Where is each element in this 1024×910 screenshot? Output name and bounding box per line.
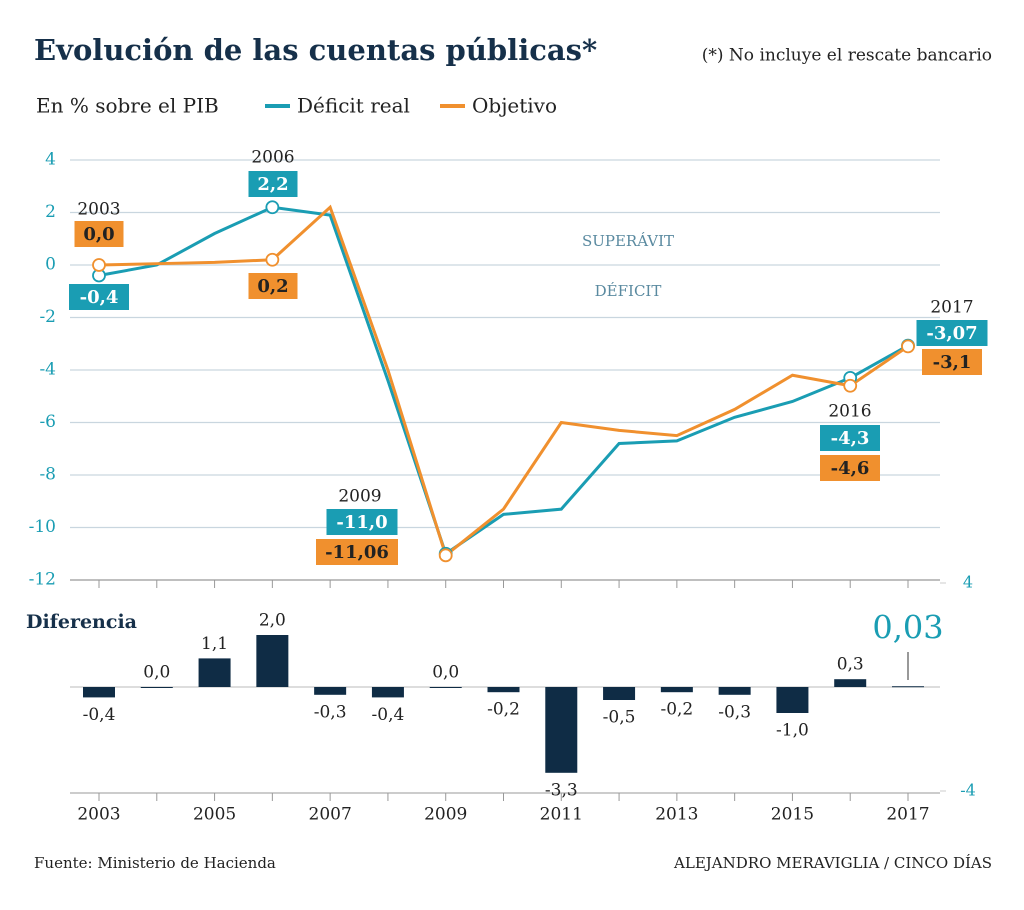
x-tick-label: 2007 xyxy=(309,805,352,825)
value-label: -0,3 xyxy=(718,702,751,722)
y-tick-label: -2 xyxy=(39,307,56,327)
point-marker xyxy=(265,200,280,215)
x-tick-label: 2015 xyxy=(771,805,814,825)
value-label: -4,6 xyxy=(831,458,870,479)
callout-year: 2003 xyxy=(77,200,120,220)
value-label: 0,0 xyxy=(432,663,459,683)
point-marker xyxy=(901,339,915,354)
chart-title: Evolución de las cuentas públicas* xyxy=(34,33,597,67)
bar xyxy=(718,687,751,695)
callout-box xyxy=(69,284,129,310)
bar xyxy=(140,687,173,688)
y-tick-label: -10 xyxy=(29,517,56,537)
bar xyxy=(834,679,867,687)
value-label: -11,06 xyxy=(325,542,389,563)
value-label: -3,1 xyxy=(933,352,972,373)
legend-label: Objetivo xyxy=(472,94,557,118)
value-label: 0,2 xyxy=(257,276,288,297)
callout-box xyxy=(326,509,398,535)
bar xyxy=(776,687,809,713)
value-label: 2,2 xyxy=(257,174,288,195)
bar-chart-title: Diferencia xyxy=(26,611,137,633)
value-label: -3,3 xyxy=(545,780,578,800)
x-tick-label: 2013 xyxy=(655,805,698,825)
y-tick-label: -4 xyxy=(960,781,976,800)
value-label: -0,5 xyxy=(603,708,636,728)
note: (*) No incluye el rescate bancario xyxy=(702,46,992,66)
value-label: -0,4 xyxy=(83,705,116,725)
value-label: -0,2 xyxy=(660,700,693,720)
credit: ALEJANDRO MERAVIGLIA / CINCO DÍAS xyxy=(673,854,992,872)
value-label: 0,0 xyxy=(143,663,170,683)
y-tick-label: -6 xyxy=(39,412,56,432)
point-marker xyxy=(265,252,280,267)
value-label: 2,0 xyxy=(259,611,286,631)
bar xyxy=(314,687,347,695)
point-marker xyxy=(92,258,106,272)
value-label: -1,0 xyxy=(776,721,809,741)
y-tick-label: 4 xyxy=(45,150,56,170)
y-tick-label: 2 xyxy=(45,202,56,222)
callout-box xyxy=(922,349,982,375)
bar xyxy=(371,687,404,698)
callout-year: 2006 xyxy=(251,148,294,168)
bar xyxy=(256,635,289,687)
y-tick-label: 4 xyxy=(963,573,973,592)
point-marker xyxy=(438,548,453,563)
y-tick-label: -8 xyxy=(39,465,56,485)
value-label: -0,4 xyxy=(80,287,119,308)
value-label: -0,3 xyxy=(314,702,347,722)
source: Fuente: Ministerio de Hacienda xyxy=(34,854,276,872)
point-marker xyxy=(843,378,858,393)
callout-box xyxy=(316,539,398,565)
callout-box xyxy=(820,455,880,481)
x-tick-label: 2011 xyxy=(540,805,583,825)
value-label: 1,1 xyxy=(201,634,228,654)
callout-box xyxy=(820,425,880,451)
bar xyxy=(198,658,231,687)
y-tick-label: 0 xyxy=(45,255,56,275)
value-label: -11,0 xyxy=(336,512,387,533)
bar xyxy=(603,687,636,700)
bar xyxy=(892,686,924,688)
bar xyxy=(429,687,462,688)
line xyxy=(98,204,909,558)
x-tick-label: 2017 xyxy=(886,805,929,825)
value-label: -0,4 xyxy=(372,705,405,725)
y-tick-label: -12 xyxy=(29,570,56,590)
annotation: SUPERÁVIT xyxy=(582,232,674,250)
bar xyxy=(660,687,693,693)
x-tick-label: 2003 xyxy=(77,805,120,825)
value-label: 0,0 xyxy=(83,224,114,245)
callout-box xyxy=(74,221,124,247)
annotation: DÉFICIT xyxy=(595,282,662,300)
value-label: -4,3 xyxy=(831,428,870,449)
line xyxy=(98,205,909,557)
y-tick-label: -4 xyxy=(39,360,56,380)
legend-label: Déficit real xyxy=(297,94,410,118)
callout-box xyxy=(248,171,298,197)
callout-year: 2016 xyxy=(828,402,871,422)
subtitle: En % sobre el PIB xyxy=(36,94,219,118)
value-label: 0,3 xyxy=(837,655,864,675)
value-label: -0,2 xyxy=(487,700,520,720)
callout-year: 2009 xyxy=(338,487,381,507)
value-label: -3,07 xyxy=(926,323,977,344)
callout-box xyxy=(916,320,988,346)
callout-box xyxy=(248,273,298,299)
bar xyxy=(83,687,115,698)
x-tick-label: 2009 xyxy=(424,805,467,825)
callout-year: 2017 xyxy=(930,298,973,318)
bar xyxy=(545,687,578,773)
x-tick-label: 2005 xyxy=(193,805,236,825)
bar xyxy=(487,687,520,693)
value-label: 0,03 xyxy=(872,609,943,647)
